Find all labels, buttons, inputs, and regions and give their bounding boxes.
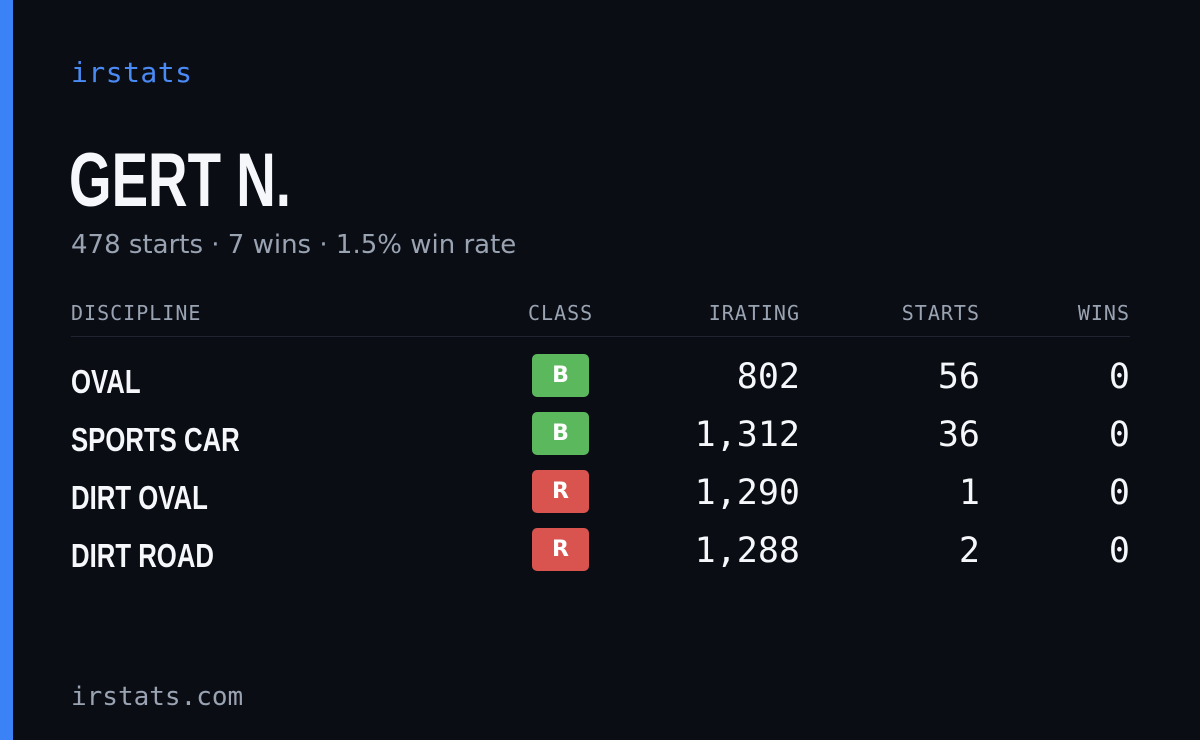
table-row: DIRT ROAD R 1,288 2 0 bbox=[71, 528, 1130, 578]
accent-bar bbox=[0, 0, 13, 740]
starts-value: 2 bbox=[958, 531, 980, 571]
wins-value: 0 bbox=[1108, 531, 1130, 571]
footer-site-link[interactable]: irstats.com bbox=[71, 682, 244, 712]
wins-value: 0 bbox=[1108, 415, 1130, 455]
column-header-starts: STARTS bbox=[901, 301, 980, 325]
column-header-irating: IRATING bbox=[708, 301, 800, 325]
irating-value: 1,312 bbox=[694, 415, 800, 455]
column-header-wins: WINS bbox=[1077, 301, 1130, 325]
starts-value: 36 bbox=[937, 415, 980, 455]
class-badge: B bbox=[532, 354, 589, 397]
player-summary: 478 starts · 7 wins · 1.5% win rate bbox=[71, 230, 517, 260]
header-divider bbox=[71, 336, 1130, 337]
class-badge: R bbox=[532, 470, 589, 513]
wins-value: 0 bbox=[1108, 357, 1130, 397]
starts-value: 1 bbox=[958, 473, 980, 513]
discipline-name: SPORTS CAR bbox=[71, 421, 240, 458]
irating-value: 802 bbox=[736, 357, 800, 397]
table-row: SPORTS CAR B 1,312 36 0 bbox=[71, 412, 1130, 462]
player-name: GERT N. bbox=[69, 138, 291, 223]
discipline-name: DIRT ROAD bbox=[71, 537, 214, 574]
irating-value: 1,290 bbox=[694, 473, 800, 513]
discipline-name: OVAL bbox=[71, 363, 141, 400]
table-row: OVAL B 802 56 0 bbox=[71, 354, 1130, 404]
irating-value: 1,288 bbox=[694, 531, 800, 571]
starts-value: 56 bbox=[937, 357, 980, 397]
brand-logo[interactable]: irstats bbox=[71, 56, 193, 89]
class-badge: R bbox=[532, 528, 589, 571]
class-badge: B bbox=[532, 412, 589, 455]
wins-value: 0 bbox=[1108, 473, 1130, 513]
discipline-name: DIRT OVAL bbox=[71, 479, 208, 516]
column-header-class: CLASS bbox=[528, 301, 594, 325]
table-row: DIRT OVAL R 1,290 1 0 bbox=[71, 470, 1130, 520]
column-header-discipline: DISCIPLINE bbox=[71, 301, 202, 325]
